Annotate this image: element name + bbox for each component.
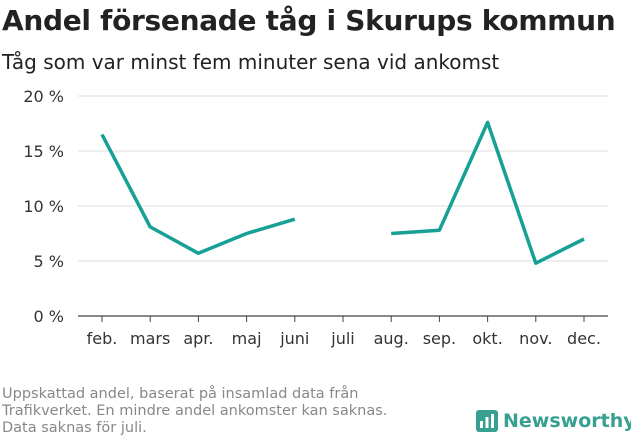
y-tick-label: 20 % (23, 87, 64, 106)
footnote-line-1: Uppskattad andel, baserat på insamlad da… (2, 386, 359, 402)
y-tick-label: 5 % (34, 252, 64, 271)
y-tick-label: 15 % (23, 142, 64, 161)
newsworthy-logo-icon (476, 410, 498, 432)
footnote-line-2: Trafikverket. En mindre andel ankomster … (2, 403, 388, 419)
series-line (391, 120, 585, 265)
x-tick-label: juli (330, 329, 354, 348)
x-tick-label: juni (279, 329, 309, 348)
x-tick-label: dec. (567, 329, 601, 348)
x-tick-label: aug. (374, 329, 409, 348)
x-tick-label: mars (130, 329, 170, 348)
footnote-line-3: Data saknas för juli. (2, 420, 147, 436)
x-tick-label: sep. (423, 329, 456, 348)
x-tick-label: feb. (87, 329, 118, 348)
brand-name: Newsworthy (503, 410, 631, 432)
footnote: Uppskattad andel, baserat på insamlad da… (2, 386, 462, 437)
chart-title: Andel försenade tåg i Skurups kommun (2, 4, 616, 37)
line-chart: 0 % 5 % 10 % 15 % 20 % feb. mars apr. maj juni ju… (23, 87, 608, 348)
chart-subtitle: Tåg som var minst fem minuter sena vid a… (2, 50, 500, 74)
y-tick-label: 10 % (23, 197, 64, 216)
x-tick-label: nov. (519, 329, 552, 348)
y-tick-label: 0 % (34, 307, 64, 326)
brand-logo: Newsworthy (476, 410, 631, 432)
x-tick-label: maj (232, 329, 262, 348)
x-tick-label: okt. (472, 329, 502, 348)
x-tick-label: apr. (183, 329, 213, 348)
series-line (100, 133, 296, 256)
